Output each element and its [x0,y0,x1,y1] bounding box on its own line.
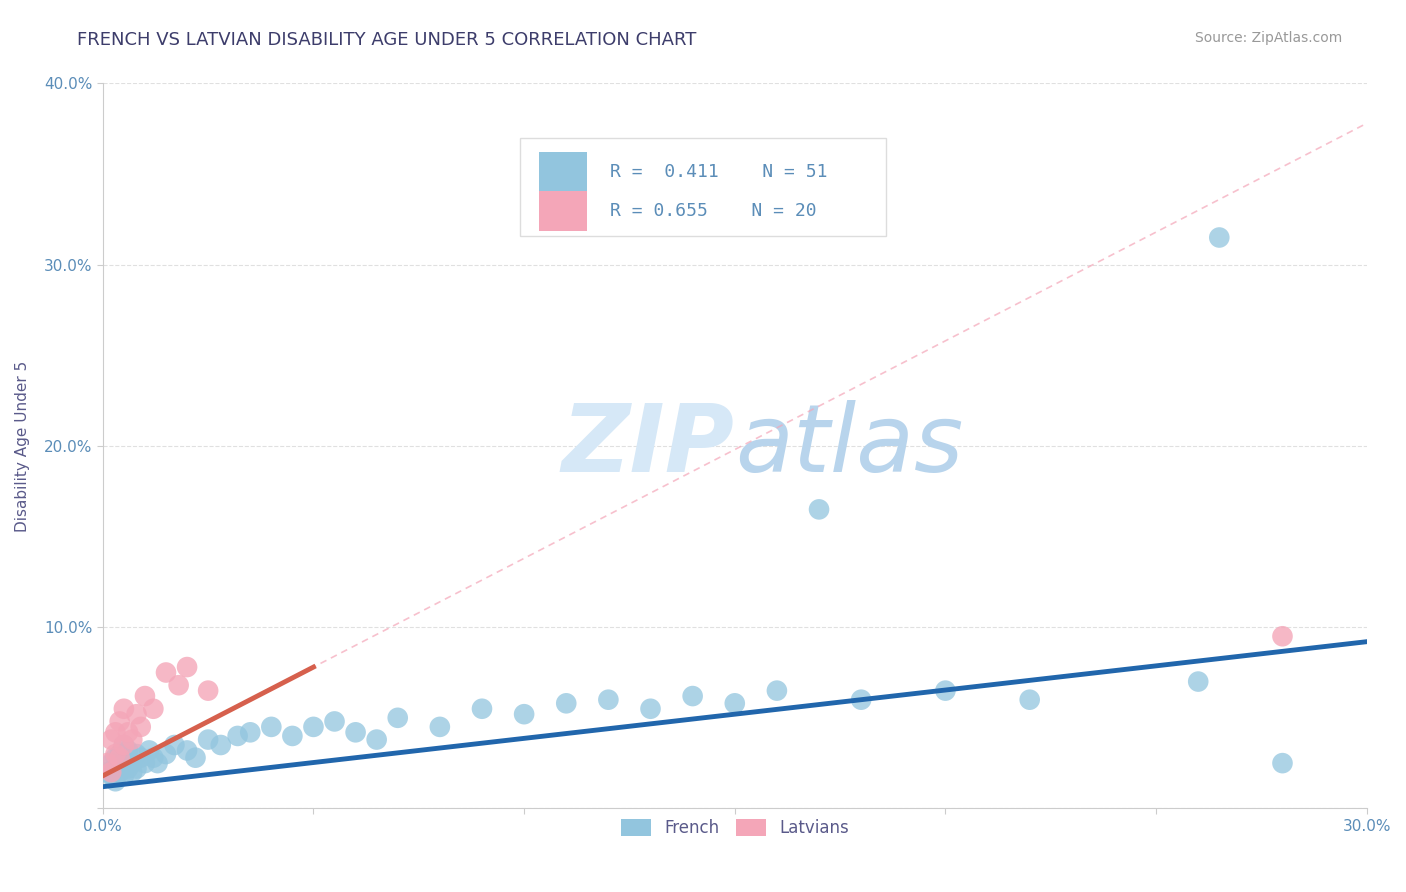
Point [1271,756,1294,771]
Point [104,774,127,789]
Point [104,747,127,761]
Point [155,747,177,761]
Point [108,714,131,729]
Point [117,725,139,739]
Point [849,692,872,706]
Point [184,750,207,764]
Point [100,756,122,771]
Point [302,720,325,734]
Point [429,720,451,734]
Point [142,702,165,716]
Point [112,738,135,752]
Point [163,738,186,752]
Point [766,683,789,698]
Point [155,665,177,680]
Point [112,738,135,752]
Point [112,702,135,716]
Point [640,702,662,716]
Point [387,711,409,725]
Point [323,714,346,729]
Point [125,747,148,761]
Point [125,707,148,722]
Point [1187,674,1209,689]
Text: Source: ZipAtlas.com: Source: ZipAtlas.com [1195,31,1343,45]
Point [108,747,131,761]
Y-axis label: Disability Age Under 5: Disability Age Under 5 [15,360,30,532]
FancyBboxPatch shape [538,191,586,231]
Point [134,756,156,771]
Legend: French, Latvians: French, Latvians [614,812,855,844]
Point [108,765,131,780]
Point [121,732,143,747]
Point [471,702,494,716]
Point [724,696,747,710]
Point [366,732,388,747]
Point [226,729,249,743]
Point [197,683,219,698]
Point [121,765,143,780]
Text: FRENCH VS LATVIAN DISABILITY AGE UNDER 5 CORRELATION CHART: FRENCH VS LATVIAN DISABILITY AGE UNDER 5… [77,31,697,49]
Point [260,720,283,734]
Point [197,732,219,747]
Point [125,762,148,776]
Text: R =  0.411    N = 51: R = 0.411 N = 51 [610,163,827,181]
FancyBboxPatch shape [538,153,586,192]
Point [104,762,127,776]
Point [96,765,118,780]
FancyBboxPatch shape [520,138,886,235]
Point [682,689,704,703]
Point [176,660,198,674]
Point [513,707,536,722]
Point [209,738,232,752]
Point [96,756,118,771]
Point [176,743,198,757]
Point [1271,629,1294,643]
Point [555,696,578,710]
Point [808,502,831,516]
Point [121,756,143,771]
Point [100,765,122,780]
Point [138,743,160,757]
Point [117,762,139,776]
Point [281,729,304,743]
Point [100,769,122,783]
Text: ZIP: ZIP [562,400,735,492]
Text: R = 0.655    N = 20: R = 0.655 N = 20 [610,202,817,220]
Point [1208,230,1230,244]
Point [142,750,165,764]
Point [344,725,367,739]
Point [134,689,156,703]
Point [104,750,127,764]
Point [112,756,135,771]
Point [239,725,262,739]
Point [117,743,139,757]
Point [934,683,956,698]
Point [100,732,122,747]
Point [598,692,620,706]
Point [1018,692,1040,706]
Text: atlas: atlas [735,401,963,491]
Point [129,750,152,764]
Point [167,678,190,692]
Point [146,756,169,771]
Point [108,750,131,764]
Point [112,769,135,783]
Point [129,720,152,734]
Point [104,725,127,739]
